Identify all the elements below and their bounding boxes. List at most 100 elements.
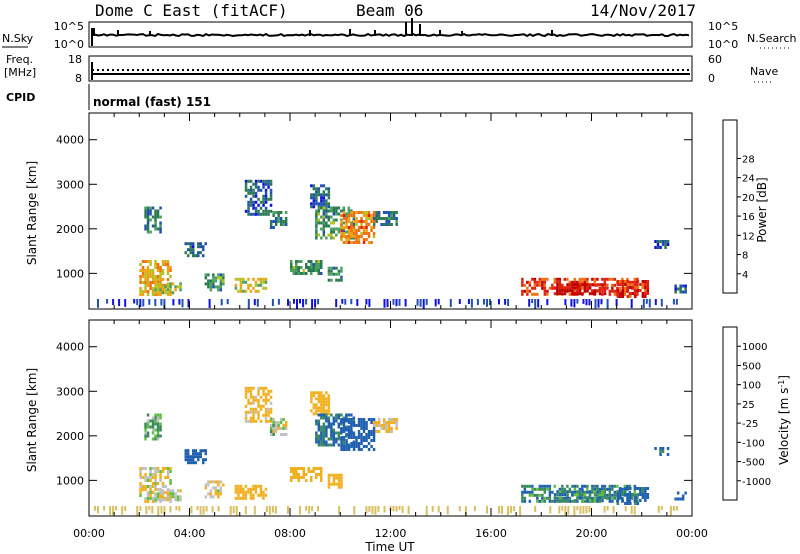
velocity-echo-cell (641, 493, 645, 496)
velocity-echo-cell (207, 492, 210, 496)
velocity-echo-cell (154, 492, 157, 496)
velocity-echo-cell (144, 479, 147, 482)
velocity-echo-cell (169, 495, 172, 499)
velocity-echo-cell (596, 487, 599, 491)
power-ground-cell (498, 299, 500, 305)
velocity-echo-cell (146, 485, 150, 488)
power-echo-cell (541, 283, 544, 287)
velocity-echo-cell (307, 467, 310, 470)
power-echo-cell (608, 292, 612, 296)
power-echo-cell (676, 287, 680, 291)
power-echo-cell (222, 279, 225, 283)
velocity-echo-cell (252, 493, 255, 497)
power-echo-cell (159, 272, 162, 275)
power-echo-cell (546, 289, 549, 293)
power-echo-cell (159, 275, 162, 278)
velocity-echo-cell (159, 428, 162, 432)
power-echo-cell (561, 286, 564, 290)
velocity-echo-cell (606, 487, 609, 491)
velocity-echo-cell (352, 433, 356, 436)
power-ground-cell (645, 299, 648, 304)
velocity-echo-cell (249, 407, 253, 411)
power-ground-cell (341, 299, 344, 304)
velocity-ground-cell (513, 506, 516, 512)
velocity-echo-cell (179, 498, 182, 502)
power-echo-cell (327, 187, 331, 191)
velocity-echo-cell (335, 473, 338, 477)
velocity-echo-cell (322, 422, 326, 426)
power-echo-cell (219, 273, 223, 277)
power-echo-cell (332, 206, 336, 210)
velocity-echo-cell (357, 421, 361, 424)
velocity-echo-cell (269, 407, 273, 411)
velocity-ground-cell (606, 506, 609, 511)
power-ground-cell (296, 299, 298, 309)
power-echo-cell (538, 280, 542, 284)
power-echo-cell (249, 197, 253, 201)
velocity-echo-cell (249, 487, 253, 491)
velocity-echo-cell (556, 490, 559, 494)
velocity-echo-cell (380, 427, 383, 430)
power-echo-cell (325, 193, 328, 197)
velocity-echo-cell (317, 400, 321, 404)
velocity-echo-cell (543, 484, 547, 488)
velocity-echo-cell (277, 427, 280, 430)
velocity-echo-cell (199, 452, 202, 456)
velocity-echo-cell (239, 496, 243, 500)
velocity-echo-cell (315, 467, 318, 470)
power-ground-cell (398, 299, 401, 306)
power-echo-cell (244, 280, 248, 284)
power-echo-cell (387, 211, 391, 214)
velocity-echo-cell (219, 492, 223, 496)
velocity-echo-cell (139, 494, 142, 497)
power-ground-cell (615, 299, 618, 306)
power-echo-cell (262, 194, 265, 198)
velocity-ground-cell (660, 506, 663, 510)
velocity-echo-cell (149, 494, 152, 497)
velocity-echo-cell (385, 430, 388, 433)
velocity-echo-cell (139, 485, 142, 488)
power-echo-cell (146, 269, 150, 272)
velocity-echo-cell (189, 458, 192, 462)
power-echo-cell (533, 277, 537, 281)
power-echo-cell (146, 293, 150, 296)
power-ground-cell (344, 299, 347, 305)
power-echo-cell (315, 215, 318, 219)
power-echo-cell (202, 254, 205, 258)
power-echo-cell (357, 238, 361, 241)
power-echo-cell (149, 269, 152, 272)
power-echo-cell (154, 227, 157, 231)
power-echo-cell (154, 288, 157, 292)
velocity-echo-cell (603, 484, 607, 488)
power-echo-cell (146, 290, 150, 293)
velocity-echo-cell (234, 496, 238, 500)
power-ground-cell (311, 299, 314, 309)
velocity-echo-cell (187, 461, 190, 465)
velocity-ground-cell (311, 506, 314, 512)
power-echo-cell (149, 287, 152, 290)
velocity-echo-cell (297, 479, 300, 482)
power-echo-cell (636, 292, 639, 296)
velocity-echo-cell (269, 410, 273, 414)
velocity-echo-cell (623, 484, 627, 488)
power-echo-cell (362, 229, 366, 232)
velocity-echo-cell (144, 497, 147, 500)
velocity-echo-cell (151, 491, 155, 494)
velocity-echo-cell (347, 436, 351, 439)
velocity-ground-cell (368, 506, 371, 512)
power-echo-cell (257, 289, 260, 293)
velocity-echo-cell (583, 490, 587, 494)
power-echo-cell (254, 209, 258, 213)
power-echo-cell (365, 232, 368, 235)
colorbar-tick-label: 16 (742, 212, 755, 223)
power-echo-cell (616, 280, 620, 283)
velocity-echo-cell (249, 493, 253, 497)
velocity-echo-cell (340, 421, 343, 424)
power-echo-cell (360, 226, 363, 229)
power-echo-cell (164, 288, 167, 292)
velocity-echo-cell (327, 443, 331, 447)
velocity-echo-cell (159, 500, 162, 503)
velocity-echo-cell (641, 487, 645, 490)
power-echo-cell (543, 277, 547, 281)
